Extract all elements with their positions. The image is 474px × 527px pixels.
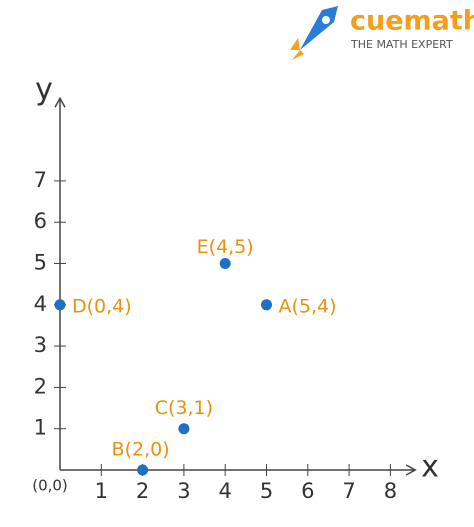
x-tick-label: 1 bbox=[95, 479, 108, 503]
x-tick-label: 6 bbox=[301, 479, 314, 503]
x-axis-label: x bbox=[421, 450, 439, 485]
point-label: B(2,0) bbox=[112, 439, 170, 461]
point bbox=[261, 299, 272, 311]
y-arrow bbox=[54, 96, 66, 108]
y-tick-label: 6 bbox=[34, 209, 47, 233]
origin-label: (0,0) bbox=[32, 477, 68, 495]
point bbox=[54, 299, 66, 311]
x-tick-label: 4 bbox=[219, 479, 232, 503]
rocket-flame bbox=[290, 38, 304, 60]
y-tick-label: 3 bbox=[34, 333, 47, 357]
logo: cuemath THE MATH EXPERT bbox=[290, 6, 474, 60]
y-tick-label: 5 bbox=[34, 251, 47, 275]
point-label: A(5,4) bbox=[279, 295, 337, 317]
y-tick-label: 1 bbox=[34, 416, 47, 440]
y-tick-label: 7 bbox=[34, 168, 47, 192]
rocket-window bbox=[322, 16, 330, 24]
x-tick-label: 8 bbox=[384, 479, 397, 503]
x-tick-label: 5 bbox=[260, 479, 273, 503]
y-tick-label: 4 bbox=[34, 292, 47, 316]
y-tick-label: 2 bbox=[34, 374, 47, 398]
y-axis-label: y bbox=[35, 72, 53, 107]
x-tick-label: 2 bbox=[136, 479, 149, 503]
point-label: E(4,5) bbox=[197, 236, 254, 258]
brand-tagline: THE MATH EXPERT bbox=[350, 38, 453, 51]
point bbox=[137, 464, 149, 476]
point bbox=[178, 423, 190, 435]
point bbox=[219, 258, 231, 269]
x-arrow bbox=[405, 464, 417, 476]
point-label: D(0,4) bbox=[72, 295, 132, 317]
point-label: C(3,1) bbox=[155, 397, 213, 419]
x-tick-label: 3 bbox=[177, 479, 190, 503]
brand-name: cuemath bbox=[350, 6, 474, 37]
rocket-icon bbox=[300, 6, 338, 50]
x-tick-label: 7 bbox=[342, 479, 355, 503]
